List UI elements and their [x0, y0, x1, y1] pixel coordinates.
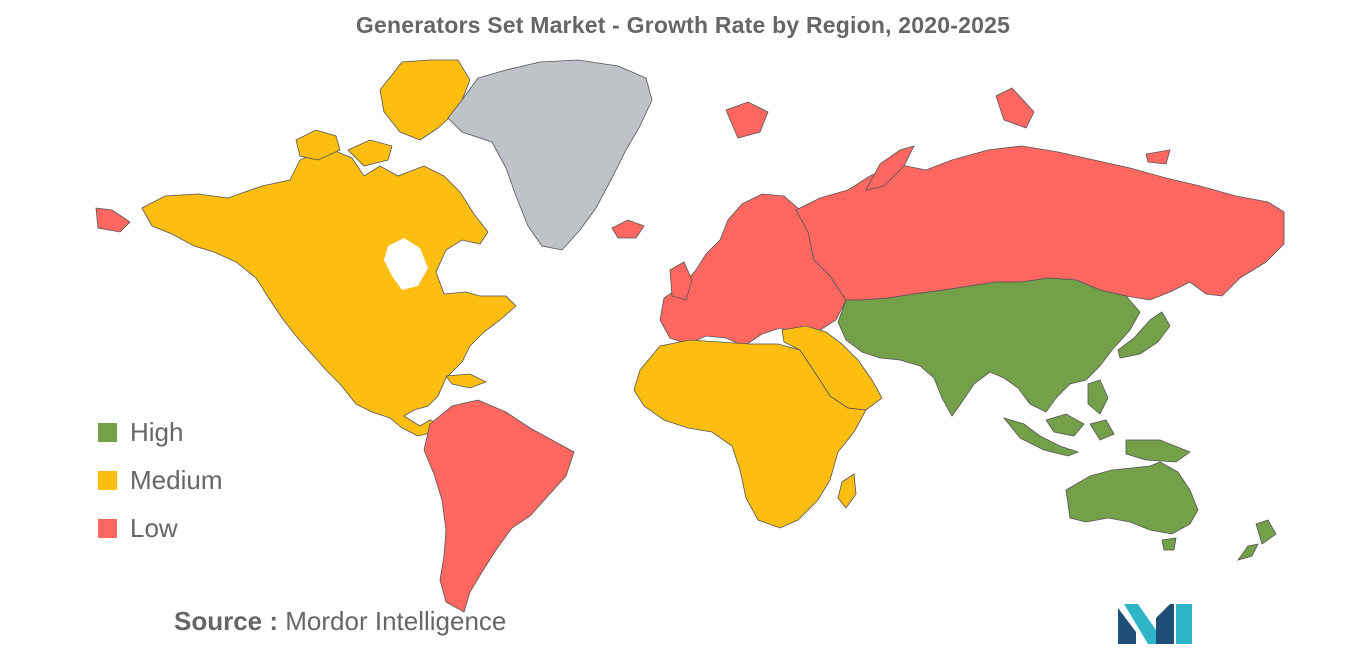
- region-north-america: [141, 147, 517, 437]
- region-iceland: [611, 219, 645, 239]
- region-tasmania: [1161, 537, 1177, 551]
- legend-label: High: [130, 416, 184, 447]
- region-uk: [669, 261, 693, 301]
- region-south-america: [423, 399, 575, 613]
- legend: High Medium Low: [98, 408, 222, 552]
- legend-swatch-high: [98, 422, 117, 442]
- legend-swatch-low: [98, 518, 117, 538]
- legend-item-high: High: [98, 408, 222, 456]
- region-greenland: [447, 59, 653, 251]
- region-caribbean: [445, 373, 487, 389]
- region-svalbard: [725, 101, 769, 139]
- region-russia-north-islands: [995, 87, 1171, 165]
- chart-title: Generators Set Market - Growth Rate by R…: [355, 12, 1011, 38]
- region-alaska-tip: [95, 207, 131, 233]
- source-line: Source : Mordor Intelligence: [174, 606, 506, 637]
- region-madagascar: [837, 473, 857, 509]
- region-canada-arctic: [379, 59, 471, 141]
- region-africa: [633, 339, 867, 529]
- region-russia: [795, 145, 1285, 301]
- region-japan: [1117, 311, 1171, 359]
- legend-label: Medium: [130, 464, 223, 495]
- region-middle-east: [781, 325, 883, 411]
- legend-item-low: Low: [98, 504, 222, 552]
- region-indonesia: [1002, 413, 1191, 463]
- region-new-zealand: [1237, 519, 1277, 561]
- region-canada-islands: [295, 129, 393, 167]
- legend-label: Low: [130, 512, 178, 543]
- legend-swatch-medium: [98, 470, 117, 490]
- region-asia: [837, 277, 1141, 417]
- source-name: Mordor Intelligence: [285, 606, 507, 636]
- region-australia: [1065, 461, 1199, 535]
- hudson-bay: [384, 238, 428, 290]
- region-philippines: [1087, 379, 1109, 415]
- source-prefix: Source :: [174, 606, 279, 636]
- mordor-intelligence-logo-icon: [1118, 604, 1192, 644]
- legend-item-medium: Medium: [98, 456, 222, 504]
- region-novaya-zemlya: [865, 145, 915, 191]
